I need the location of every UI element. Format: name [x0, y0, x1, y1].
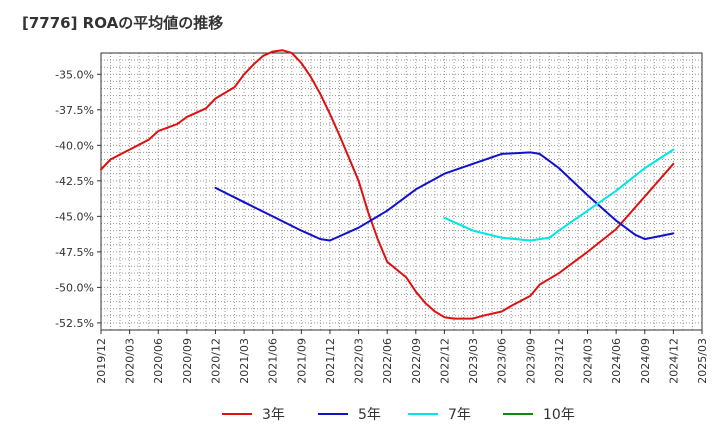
legend-label-3: 10年	[543, 407, 575, 423]
y-axis-ticks: -35.0% -37.5% -40.0% -42.5% -45.0% -47.5% -50.…	[55, 68, 101, 330]
x-tick-label: 2021/06	[267, 338, 280, 384]
x-tick-label: 2020/03	[124, 338, 137, 384]
x-tick-label: 2023/12	[553, 338, 566, 384]
x-tick-label: 2025/03	[696, 338, 709, 384]
x-tick-label: 2024/03	[582, 338, 595, 384]
series-line-2	[443, 148, 675, 242]
x-tick-label: 2022/06	[381, 338, 394, 384]
y-tick-label: -37.5%	[55, 104, 94, 117]
x-tick-label: 2019/12	[95, 338, 108, 384]
y-tick-label: -45.0%	[55, 210, 94, 223]
x-tick-label: 2023/09	[524, 338, 537, 384]
x-tick-label: 2024/09	[639, 338, 652, 384]
plot-area	[101, 53, 702, 330]
chart-title: [7776] ROAの平均値の推移	[22, 14, 224, 32]
x-tick-label: 2022/12	[438, 338, 451, 384]
x-tick-label: 2024/12	[667, 338, 680, 384]
legend-label-0: 3年	[262, 407, 285, 423]
x-tick-label: 2021/09	[295, 338, 308, 384]
grid-lines	[101, 53, 702, 330]
y-tick-label: -50.0%	[55, 281, 94, 294]
x-tick-label: 2020/06	[152, 338, 165, 384]
x-tick-label: 2022/09	[410, 338, 423, 384]
legend-label-2: 7年	[448, 407, 471, 423]
x-tick-label: 2022/03	[353, 338, 366, 384]
x-tick-label: 2023/06	[496, 338, 509, 384]
y-tick-label: -42.5%	[55, 175, 94, 188]
y-tick-label: -40.0%	[55, 139, 94, 152]
series-line-0	[100, 49, 675, 320]
x-tick-label: 2021/03	[238, 338, 251, 384]
x-tick-label: 2024/06	[610, 338, 623, 384]
x-tick-label: 2020/12	[209, 338, 222, 384]
series-line-1	[214, 151, 675, 242]
legend: 3年 5年 7年 10年	[222, 407, 575, 423]
x-tick-label: 2020/09	[181, 338, 194, 384]
x-tick-label: 2021/12	[324, 338, 337, 384]
x-tick-label: 2023/03	[467, 338, 480, 384]
series-lines	[100, 49, 675, 320]
y-tick-label: -47.5%	[55, 246, 94, 259]
y-tick-label: -52.5%	[55, 317, 94, 330]
y-tick-label: -35.0%	[55, 68, 94, 81]
x-axis-ticks: 2019/12 2020/03 2020/06 2020/09 2020/12 2021/…	[95, 330, 709, 384]
plot-border	[100, 52, 703, 331]
legend-label-1: 5年	[358, 407, 381, 423]
